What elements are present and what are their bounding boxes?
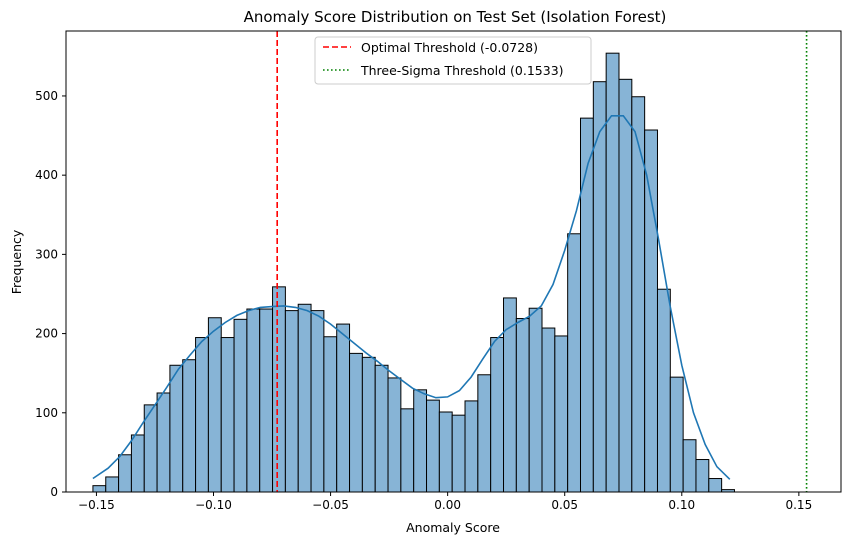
y-tick-label: 300 [35, 247, 58, 261]
histogram-bar [92, 485, 107, 493]
x-tick-label: −0.10 [195, 498, 232, 512]
histogram-bar [374, 364, 389, 493]
histogram-bar [618, 78, 633, 493]
x-tick-label: 0.10 [668, 498, 695, 512]
x-tick-label: 0.15 [785, 498, 812, 512]
x-axis-label: Anomaly Score [406, 520, 500, 535]
histogram-bar [605, 52, 620, 493]
histogram-bar [451, 414, 466, 493]
histogram-bar [156, 392, 171, 493]
chart-title: Anomaly Score Distribution on Test Set (… [244, 8, 667, 26]
histogram-bar [272, 286, 286, 493]
x-tick-label: 0.05 [551, 498, 578, 512]
y-axis: 0 100 200 300 400 500 [35, 89, 66, 499]
histogram-bar [182, 359, 197, 493]
x-tick-label: 0.00 [434, 498, 461, 512]
histogram-bar [708, 478, 723, 493]
y-tick-label: 0 [50, 485, 58, 499]
histogram-bar [438, 411, 453, 493]
histogram-bar [233, 318, 248, 493]
y-tick-label: 400 [35, 168, 58, 182]
histogram-bar [426, 399, 440, 493]
histogram-bar [220, 337, 235, 493]
histogram-bar [490, 337, 505, 493]
histogram-bar [195, 337, 209, 493]
histogram-bar [541, 327, 556, 493]
kde-curve [92, 115, 731, 480]
legend-label-three-sigma: Three-Sigma Threshold (0.1533) [360, 63, 564, 78]
histogram-bar [567, 233, 581, 493]
y-tick-label: 200 [35, 327, 58, 341]
histogram-bar [336, 323, 351, 493]
y-tick-label: 100 [35, 406, 58, 420]
x-tick-label: −0.05 [312, 498, 349, 512]
histogram-bar [644, 129, 658, 493]
histogram-bar [284, 310, 299, 493]
histogram-bars [92, 52, 735, 493]
histogram-bar [130, 434, 145, 493]
histogram-bar [579, 117, 594, 493]
y-axis-label: Frequency [9, 229, 24, 294]
histogram-bar [297, 303, 312, 493]
histogram-bar [554, 335, 569, 493]
histogram-bar [323, 336, 338, 493]
histogram-bar [259, 308, 274, 493]
histogram-bar [207, 317, 222, 493]
legend-label-optimal: Optimal Threshold (-0.0728) [361, 40, 538, 55]
histogram-bar [413, 389, 428, 493]
histogram-bar [464, 400, 479, 493]
plot-frame [65, 30, 842, 493]
threshold-lines [276, 31, 808, 492]
histogram-bar [669, 376, 684, 493]
histogram-bar [631, 96, 646, 493]
histogram-bar [105, 476, 120, 493]
histogram-bar [656, 288, 671, 493]
histogram-bar [361, 356, 376, 493]
histogram-bar [387, 377, 402, 493]
histogram-bar [310, 310, 325, 493]
histogram-bar [695, 459, 710, 493]
histogram-bar [118, 454, 132, 493]
histogram-bar [169, 364, 184, 493]
histogram-bar [515, 318, 530, 493]
histogram-bar [400, 408, 415, 493]
histogram-bar [349, 352, 363, 493]
histogram-bar [477, 374, 492, 493]
y-tick-label: 500 [35, 89, 58, 103]
histogram-bar [528, 307, 543, 493]
x-tick-label: −0.15 [78, 498, 115, 512]
x-axis: −0.15 −0.10 −0.05 0.00 0.05 0.10 0.15 [78, 492, 812, 512]
legend-box [314, 36, 592, 85]
legend: Optimal Threshold (-0.0728) Three-Sigma … [314, 36, 592, 85]
histogram-bar [682, 439, 697, 493]
histogram-bar [246, 308, 261, 493]
